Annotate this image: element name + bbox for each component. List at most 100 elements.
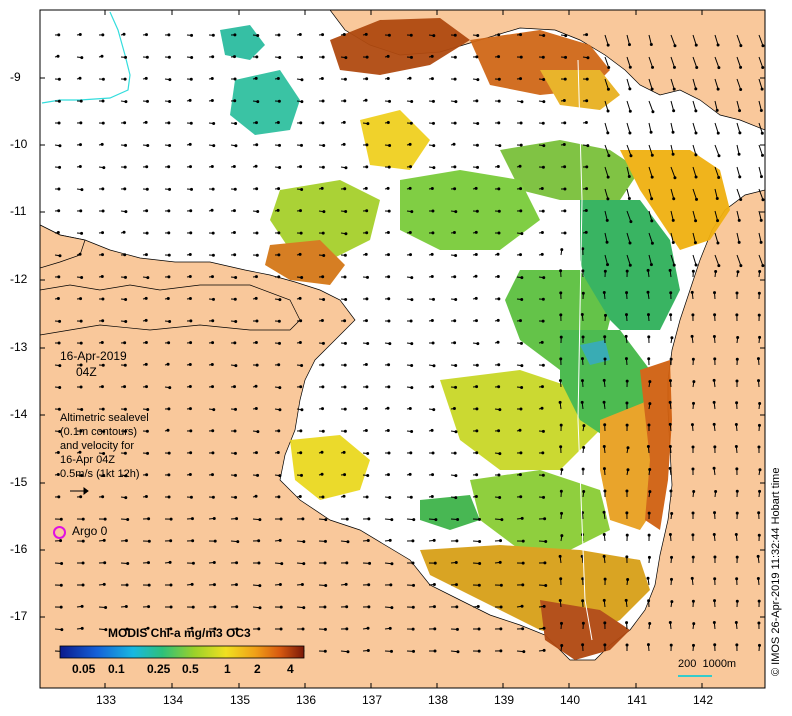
velocity-arrow-head bbox=[323, 605, 327, 609]
velocity-arrow-head bbox=[585, 187, 589, 191]
velocity-arrow-head bbox=[233, 297, 237, 301]
velocity-arrow-head bbox=[168, 319, 172, 323]
velocity-arrow-head bbox=[518, 164, 522, 168]
velocity-arrow-head bbox=[738, 109, 742, 113]
velocity-arrow-head bbox=[211, 253, 215, 257]
y-tick-label: -17 bbox=[10, 609, 28, 623]
velocity-arrow-head bbox=[386, 231, 390, 235]
velocity-arrow-head bbox=[558, 598, 562, 602]
velocity-arrow-head bbox=[188, 142, 192, 146]
velocity-arrow-head bbox=[81, 583, 85, 587]
velocity-arrow-head bbox=[364, 32, 368, 36]
velocity-arrow-head bbox=[59, 517, 63, 521]
velocity-arrow-head bbox=[410, 429, 414, 433]
velocity-arrow-head bbox=[254, 341, 258, 345]
velocity-arrow-head bbox=[499, 649, 503, 653]
velocity-arrow-head bbox=[757, 643, 761, 647]
velocity-arrow-head bbox=[625, 555, 629, 559]
velocity-arrow-head bbox=[759, 240, 763, 244]
velocity-arrow-head bbox=[628, 65, 632, 69]
velocity-arrow-head bbox=[232, 385, 236, 389]
velocity-arrow-head bbox=[388, 143, 392, 147]
velocity-arrow-head bbox=[409, 253, 413, 257]
velocity-arrow-head bbox=[235, 605, 239, 609]
velocity-arrow-head bbox=[477, 517, 481, 521]
velocity-arrow-head bbox=[650, 219, 654, 223]
velocity-arrow-head bbox=[235, 561, 239, 565]
velocity-arrow-head bbox=[475, 407, 479, 411]
velocity-arrow-head bbox=[167, 55, 171, 59]
velocity-arrow-head bbox=[671, 130, 675, 134]
velocity-arrow-head bbox=[739, 87, 743, 91]
velocity-arrow-head bbox=[57, 187, 61, 191]
velocity-arrow-head bbox=[712, 621, 716, 625]
velocity-arrow-head bbox=[625, 489, 629, 493]
velocity-arrow-head bbox=[691, 467, 695, 471]
velocity-arrow-head bbox=[761, 198, 765, 202]
velocity-arrow-head bbox=[669, 489, 673, 493]
velocity-arrow-head bbox=[712, 422, 716, 426]
velocity-arrow-head bbox=[320, 319, 324, 323]
legend-line: and velocity for bbox=[60, 440, 134, 452]
velocity-arrow-head bbox=[56, 472, 60, 476]
velocity-arrow-head bbox=[365, 495, 369, 499]
velocity-arrow-head bbox=[499, 583, 503, 587]
velocity-arrow-head bbox=[191, 561, 195, 565]
velocity-arrow-head bbox=[188, 473, 192, 477]
velocity-arrow-head bbox=[456, 650, 460, 654]
velocity-arrow-head bbox=[278, 538, 282, 542]
velocity-arrow-head bbox=[409, 165, 413, 169]
velocity-arrow-head bbox=[78, 143, 82, 147]
velocity-arrow-head bbox=[320, 450, 324, 454]
velocity-arrow-head bbox=[278, 474, 282, 478]
velocity-arrow-head bbox=[277, 143, 281, 147]
velocity-arrow-head bbox=[387, 319, 391, 323]
velocity-arrow-head bbox=[691, 445, 695, 449]
velocity-arrow-head bbox=[256, 210, 260, 214]
x-tick-label: 136 bbox=[296, 693, 317, 707]
velocity-arrow-head bbox=[602, 444, 606, 448]
velocity-arrow-head bbox=[693, 241, 697, 245]
velocity-arrow-head bbox=[367, 517, 371, 521]
velocity-arrow-head bbox=[713, 445, 717, 449]
velocity-arrow-head bbox=[497, 385, 501, 389]
velocity-arrow bbox=[604, 254, 609, 265]
y-tick-label: -10 bbox=[10, 137, 28, 151]
velocity-arrow-head bbox=[365, 165, 369, 169]
velocity-arrow-head bbox=[694, 219, 698, 223]
velocity-arrow-head bbox=[100, 340, 104, 344]
velocity-arrow-head bbox=[236, 540, 240, 544]
velocity-arrow-head bbox=[581, 291, 585, 295]
velocity-arrow-head bbox=[101, 99, 105, 103]
velocity-arrow-head bbox=[713, 291, 717, 295]
velocity-arrow-head bbox=[412, 649, 416, 653]
velocity-arrow-head bbox=[344, 56, 348, 60]
velocity-arrow-head bbox=[497, 231, 501, 235]
velocity-arrow-head bbox=[126, 562, 130, 566]
velocity-arrow bbox=[670, 100, 675, 111]
velocity-arrow-head bbox=[233, 451, 237, 455]
velocity-arrow-head bbox=[602, 532, 606, 536]
velocity-arrow-head bbox=[365, 297, 369, 301]
velocity-arrow bbox=[714, 100, 718, 111]
velocity-arrow-head bbox=[189, 319, 193, 323]
velocity-arrow-head bbox=[520, 364, 524, 368]
velocity-arrow-head bbox=[389, 583, 393, 587]
velocity-arrow-head bbox=[145, 187, 149, 191]
legend-text: Altimetric sealevel (0.1m contours) and … bbox=[60, 411, 149, 481]
velocity-arrow-head bbox=[475, 473, 479, 477]
velocity-arrow-head bbox=[321, 99, 325, 103]
velocity-arrow bbox=[648, 122, 652, 133]
velocity-arrow-head bbox=[673, 44, 677, 48]
velocity-arrow-head bbox=[694, 131, 698, 135]
velocity-arrow-head bbox=[258, 606, 262, 610]
velocity-arrow-head bbox=[690, 290, 694, 294]
velocity-arrow-head bbox=[211, 297, 215, 301]
velocity-arrow-head bbox=[580, 400, 584, 404]
velocity-arrow-head bbox=[212, 144, 216, 148]
velocity-arrow-head bbox=[147, 539, 151, 543]
velocity-arrow-head bbox=[757, 423, 761, 427]
velocity-arrow-head bbox=[499, 627, 503, 631]
velocity-arrow bbox=[604, 232, 608, 243]
velocity-arrow-head bbox=[757, 533, 761, 537]
